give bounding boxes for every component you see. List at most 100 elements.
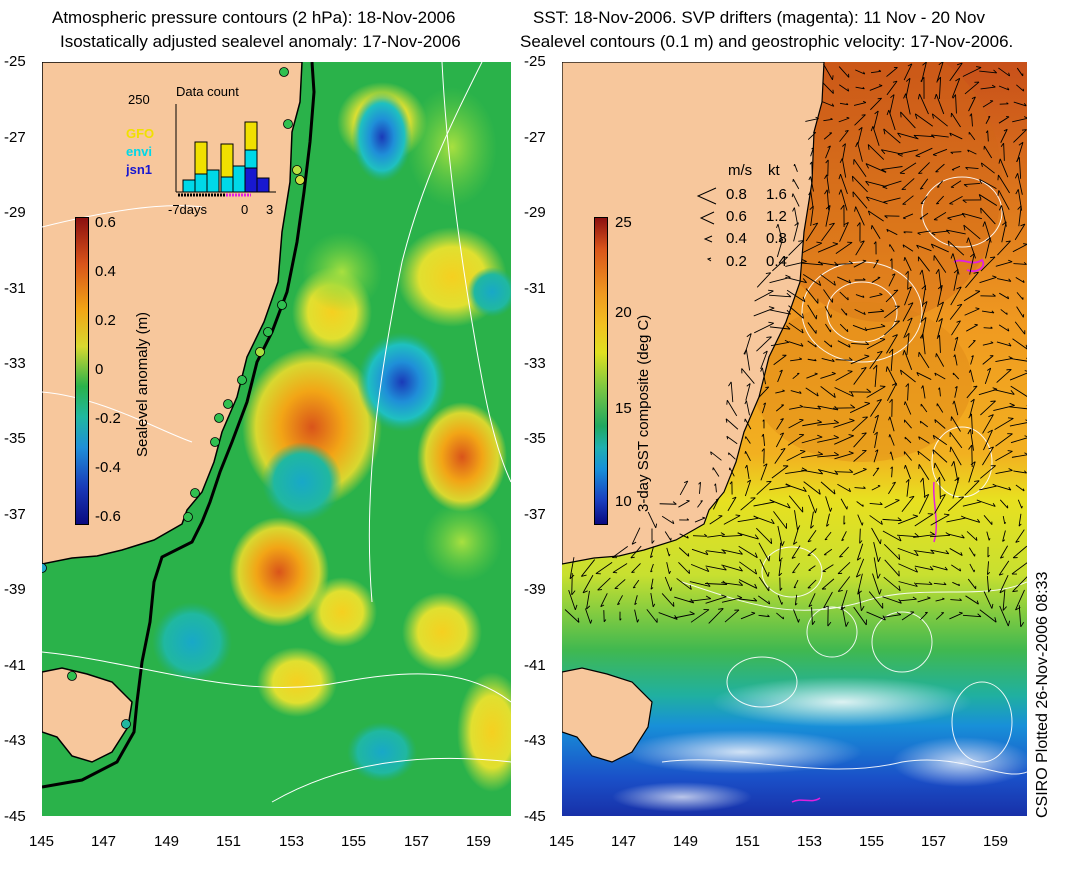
velocity-arrow xyxy=(919,178,929,190)
velocity-arrow xyxy=(995,450,1013,462)
velocity-arrow xyxy=(745,436,751,444)
inset-x-label-zero: 0 xyxy=(241,202,248,217)
velocity-arrow xyxy=(949,132,963,140)
velocity-arrow xyxy=(805,288,819,304)
velocity-arrow xyxy=(900,111,916,129)
velocity-arrow xyxy=(872,467,880,477)
velocity-arrow xyxy=(791,545,801,559)
y-tick-left: -41 xyxy=(4,657,26,674)
velocity-arrow xyxy=(980,465,996,479)
velocity-arrow xyxy=(920,403,928,413)
velocity-arrow xyxy=(859,528,863,544)
velocity-arrow xyxy=(871,276,881,283)
colorbar-tick: 0 xyxy=(95,361,104,378)
velocity-arrow xyxy=(917,256,930,272)
velocity-arrow xyxy=(788,341,804,347)
velocity-arrow xyxy=(690,563,710,573)
velocity-arrow xyxy=(995,259,1013,267)
velocity-arrow xyxy=(738,545,758,559)
velocity-arrow xyxy=(857,126,863,145)
velocity-arrow xyxy=(857,514,864,526)
velocity-arrow xyxy=(868,591,884,609)
velocity-arrow xyxy=(664,576,673,592)
velocity-arrow xyxy=(983,145,993,159)
velocity-arrow xyxy=(787,433,805,446)
velocity-arrow xyxy=(809,161,813,175)
velocity-arrow xyxy=(980,293,996,297)
velocity-arrow xyxy=(889,94,895,114)
velocity-arrow xyxy=(793,164,798,172)
velocity-arrow xyxy=(835,370,853,382)
velocity-arrow xyxy=(964,517,981,523)
velocity-arrow xyxy=(853,449,867,462)
velocity-arrow xyxy=(724,609,740,623)
velocity-arrow xyxy=(793,609,800,623)
velocity-arrow xyxy=(585,608,593,624)
y-tick-right: -43 xyxy=(524,732,546,749)
colorbar-tick: 15 xyxy=(615,400,632,417)
velocity-arrow xyxy=(921,285,927,307)
velocity-arrow xyxy=(902,195,914,205)
velocity-arrow xyxy=(1014,321,1026,335)
velocity-arrow xyxy=(710,451,722,461)
velocity-arrow xyxy=(968,131,976,141)
y-tick-right: -39 xyxy=(524,581,546,598)
colorbar-tick: -0.2 xyxy=(95,410,121,427)
velocity-arrow xyxy=(679,518,690,521)
velocity-arrow xyxy=(1013,470,1027,474)
velocity-arrow xyxy=(802,419,822,427)
sst-colorbar-label: 3-day SST composite (deg C) xyxy=(635,314,652,512)
velocity-arrow xyxy=(712,498,720,510)
velocity-arrow xyxy=(963,183,980,188)
velocity-arrow xyxy=(692,533,708,537)
velocity-arrow xyxy=(901,611,915,621)
velocity-arrow xyxy=(739,597,758,602)
velocity-arrow xyxy=(1016,156,1022,179)
legend-header-kt: kt xyxy=(768,162,780,179)
velocity-arrow xyxy=(839,102,849,106)
velocity-arrow xyxy=(811,607,816,625)
velocity-arrow xyxy=(612,546,628,559)
velocity-arrow xyxy=(1016,306,1025,318)
velocity-arrow xyxy=(962,499,982,507)
velocity-arrow xyxy=(968,96,976,112)
velocity-arrow xyxy=(673,611,695,619)
velocity-arrow xyxy=(889,244,895,252)
velocity-arrow xyxy=(882,530,902,542)
y-tick-right: -29 xyxy=(524,204,546,221)
velocity-arrow xyxy=(969,398,975,417)
velocity-arrow xyxy=(825,145,831,159)
velocity-arrow xyxy=(760,367,767,385)
velocity-arrow xyxy=(868,308,885,314)
velocity-arrow xyxy=(823,548,833,556)
velocity-arrow xyxy=(785,276,807,284)
velocity-arrow xyxy=(897,132,919,140)
velocity-arrow xyxy=(873,414,879,434)
velocity-arrow xyxy=(739,561,758,575)
velocity-arrow xyxy=(774,447,786,464)
velocity-arrow xyxy=(854,278,866,281)
velocity-arrow xyxy=(612,563,628,574)
inset-legend-jsn1: jsn1 xyxy=(126,162,152,177)
velocity-arrow xyxy=(905,270,909,289)
velocity-arrow xyxy=(727,496,737,512)
velocity-arrow xyxy=(917,230,931,235)
velocity-arrow xyxy=(963,290,981,302)
velocity-arrow xyxy=(950,180,962,188)
velocity-arrow xyxy=(979,178,997,190)
y-tick-right: -33 xyxy=(524,355,546,372)
velocity-arrow xyxy=(953,354,958,366)
velocity-arrow xyxy=(886,382,898,402)
velocity-arrow xyxy=(617,595,623,606)
velocity-arrow xyxy=(775,404,785,412)
velocity-arrow xyxy=(969,113,973,127)
velocity-arrow xyxy=(965,271,979,289)
velocity-arrow xyxy=(987,546,990,558)
velocity-arrow xyxy=(872,573,882,595)
velocity-arrow xyxy=(914,565,934,571)
velocity-arrow xyxy=(962,199,982,204)
velocity-arrow xyxy=(705,565,727,571)
velocity-arrow xyxy=(1009,419,1027,427)
velocity-arrow xyxy=(582,574,594,594)
velocity-arrow xyxy=(760,350,768,370)
